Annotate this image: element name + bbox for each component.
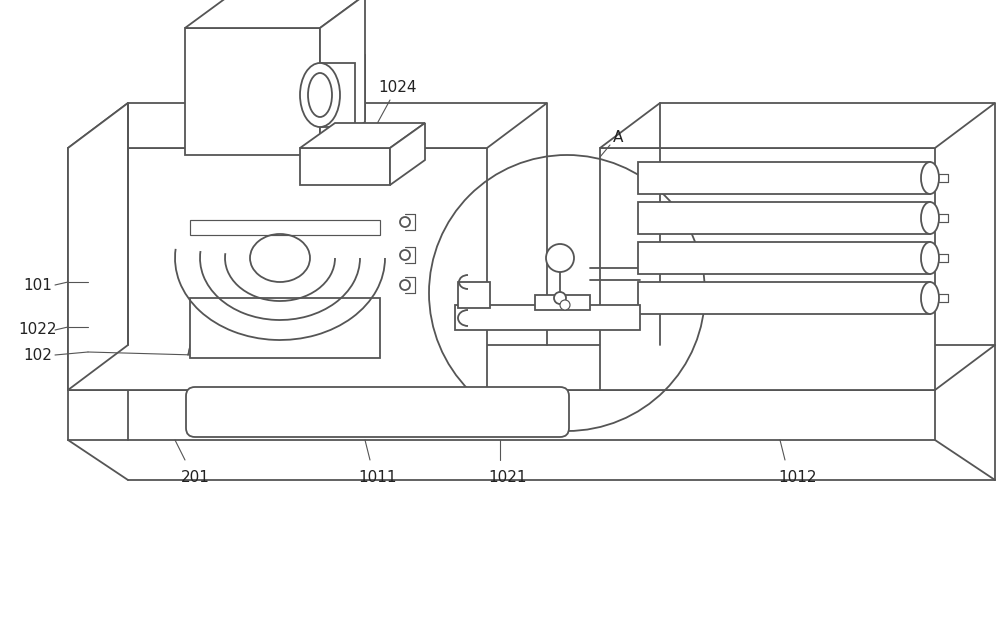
Ellipse shape	[300, 63, 340, 127]
Circle shape	[546, 244, 574, 272]
Polygon shape	[458, 282, 490, 308]
Text: 102: 102	[24, 347, 52, 362]
Ellipse shape	[921, 242, 939, 274]
Polygon shape	[600, 103, 995, 148]
Text: 1011: 1011	[359, 470, 397, 485]
Circle shape	[554, 292, 566, 304]
Polygon shape	[68, 103, 128, 390]
Polygon shape	[68, 345, 995, 390]
Polygon shape	[185, 0, 365, 28]
Text: 1023: 1023	[246, 14, 284, 30]
Polygon shape	[190, 298, 380, 358]
Text: 1024: 1024	[379, 80, 417, 95]
Polygon shape	[455, 305, 640, 330]
Polygon shape	[535, 295, 590, 310]
Polygon shape	[68, 148, 487, 390]
Polygon shape	[638, 202, 930, 234]
Circle shape	[400, 217, 410, 227]
FancyBboxPatch shape	[186, 387, 569, 437]
Ellipse shape	[921, 162, 939, 194]
Circle shape	[400, 280, 410, 290]
Polygon shape	[300, 148, 390, 185]
Polygon shape	[320, 0, 365, 155]
Ellipse shape	[308, 73, 332, 117]
Circle shape	[400, 250, 410, 260]
Polygon shape	[638, 282, 930, 314]
Polygon shape	[185, 28, 320, 155]
Polygon shape	[638, 162, 930, 194]
Text: 1022: 1022	[19, 323, 57, 337]
Polygon shape	[300, 123, 425, 148]
Polygon shape	[390, 123, 425, 185]
Polygon shape	[320, 63, 355, 127]
Polygon shape	[68, 390, 935, 440]
Polygon shape	[68, 103, 547, 148]
Text: 101: 101	[24, 278, 52, 293]
Polygon shape	[638, 242, 930, 274]
Text: 201: 201	[181, 470, 209, 485]
Ellipse shape	[921, 202, 939, 234]
Polygon shape	[600, 148, 935, 390]
Circle shape	[560, 300, 570, 310]
Ellipse shape	[921, 282, 939, 314]
Text: A: A	[613, 131, 623, 146]
Text: 1012: 1012	[779, 470, 817, 485]
Polygon shape	[190, 220, 380, 235]
Text: 1021: 1021	[489, 470, 527, 485]
